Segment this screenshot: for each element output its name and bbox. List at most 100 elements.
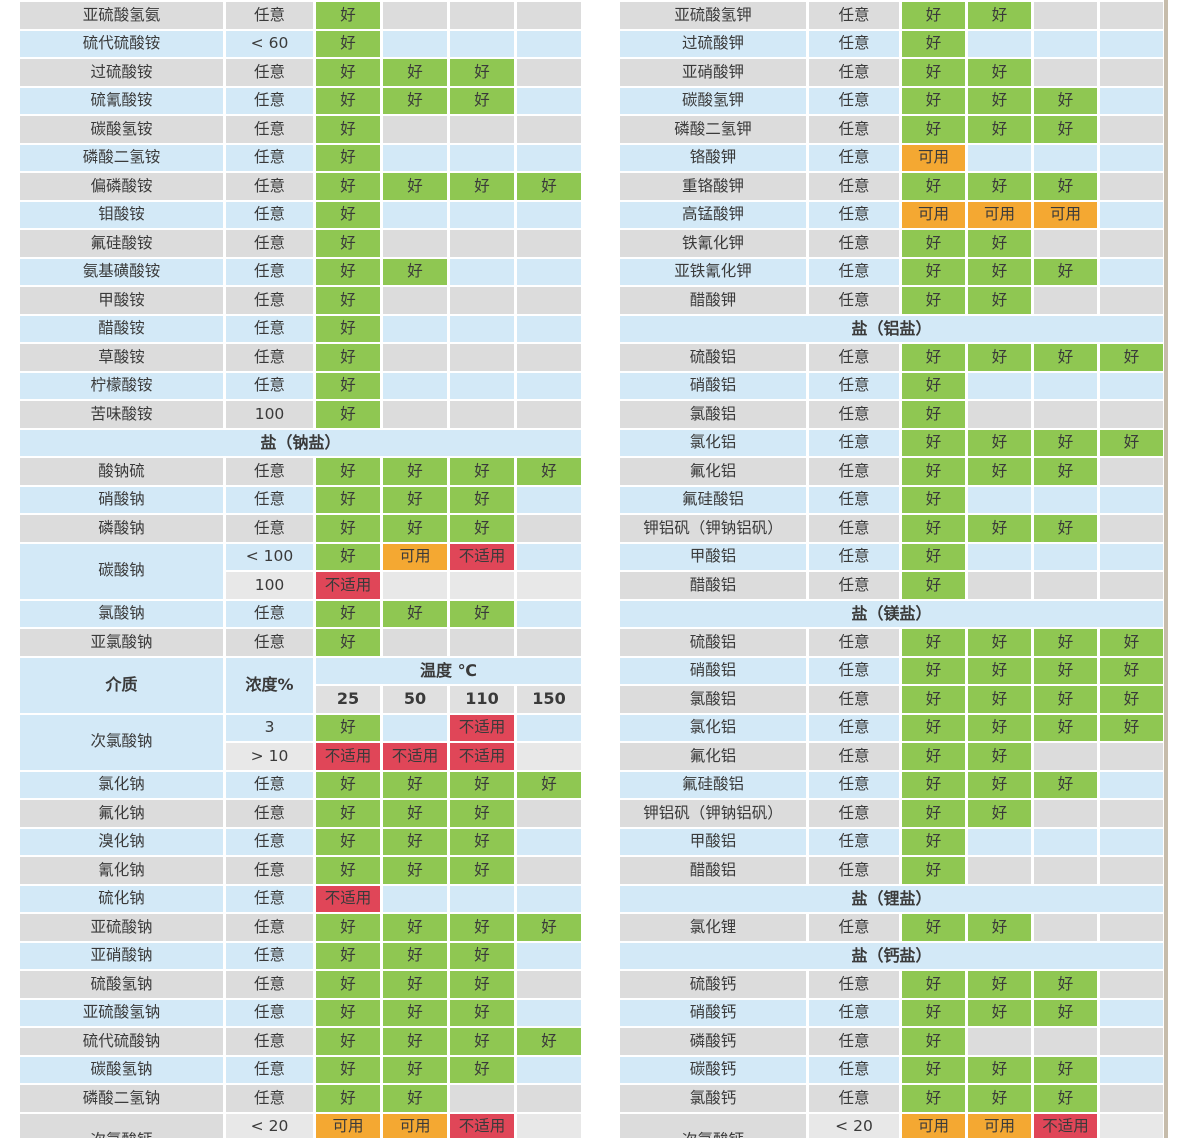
status-cell-empty bbox=[1034, 144, 1097, 171]
section-row: 盐（锂盐） bbox=[620, 885, 1163, 912]
medium-cell: 次氯酸钠 bbox=[20, 714, 223, 770]
medium-cell: 亚硫酸氢氨 bbox=[20, 2, 223, 29]
status-cell: 好 bbox=[968, 657, 1031, 684]
medium-cell: 过硫酸铵 bbox=[20, 59, 223, 86]
concentration-cell: 任意 bbox=[809, 372, 899, 399]
status-cell-empty bbox=[450, 401, 514, 428]
concentration-cell: 任意 bbox=[226, 1028, 313, 1055]
status-cell: 好 bbox=[383, 942, 447, 969]
table-row: 硝酸铝 任意好 bbox=[620, 372, 1163, 399]
status-cell: 好 bbox=[383, 857, 447, 884]
concentration-cell: 任意 bbox=[809, 1085, 899, 1112]
concentration-header-cell: 浓度% bbox=[226, 657, 313, 713]
concentration-cell: 任意 bbox=[809, 458, 899, 485]
medium-cell: 氟化铝 bbox=[620, 743, 806, 770]
temperature-value-cell: 25 bbox=[316, 686, 380, 713]
status-cell-empty bbox=[1100, 30, 1163, 57]
concentration-cell: 任意 bbox=[226, 828, 313, 855]
status-cell: 好 bbox=[450, 857, 514, 884]
status-cell: 好 bbox=[316, 971, 380, 998]
concentration-cell: 任意 bbox=[226, 942, 313, 969]
status-cell-empty bbox=[1100, 258, 1163, 285]
status-cell: 好 bbox=[450, 1056, 514, 1083]
status-cell: 好 bbox=[902, 714, 965, 741]
status-cell: 不适用 bbox=[383, 743, 447, 770]
status-cell-empty bbox=[517, 629, 581, 656]
concentration-cell: 任意 bbox=[226, 629, 313, 656]
status-cell: 好 bbox=[1100, 429, 1163, 456]
status-cell-empty bbox=[517, 230, 581, 257]
status-cell: 好 bbox=[968, 230, 1031, 257]
table-row: 磷酸二氢钠 任意好好 bbox=[20, 1085, 581, 1112]
medium-cell: 铬酸钾 bbox=[620, 144, 806, 171]
status-cell: 好 bbox=[383, 258, 447, 285]
status-cell: 好 bbox=[902, 686, 965, 713]
status-cell-empty bbox=[517, 800, 581, 827]
status-cell: 不适用 bbox=[316, 572, 380, 599]
temperature-value-cell: 150 bbox=[517, 686, 581, 713]
status-cell: 好 bbox=[450, 971, 514, 998]
status-cell: 可用 bbox=[383, 543, 447, 570]
status-cell: 好 bbox=[902, 429, 965, 456]
medium-cell: 硫酸铝 bbox=[620, 629, 806, 656]
status-cell: 好 bbox=[1100, 629, 1163, 656]
status-cell: 好 bbox=[450, 600, 514, 627]
concentration-cell: 任意 bbox=[809, 344, 899, 371]
medium-header-cell: 介质 bbox=[20, 657, 223, 713]
status-cell: 好 bbox=[968, 714, 1031, 741]
status-cell: 好 bbox=[383, 515, 447, 542]
status-cell-empty bbox=[450, 344, 514, 371]
table-row: 柠檬酸铵 任意好 bbox=[20, 372, 581, 399]
status-cell-empty bbox=[517, 344, 581, 371]
status-cell: 好 bbox=[1034, 1085, 1097, 1112]
status-cell: 可用 bbox=[902, 144, 965, 171]
status-cell: 好 bbox=[1034, 458, 1097, 485]
medium-cell: 硫氰酸铵 bbox=[20, 87, 223, 114]
status-cell: 好 bbox=[517, 458, 581, 485]
table-row: 钼酸铵 任意好 bbox=[20, 201, 581, 228]
table-row: 氟硅酸铝 任意好 bbox=[620, 486, 1163, 513]
status-cell: 好 bbox=[902, 116, 965, 143]
status-cell-empty bbox=[1034, 572, 1097, 599]
status-cell: 好 bbox=[316, 458, 380, 485]
medium-cell: 氯酸钙 bbox=[620, 1085, 806, 1112]
table-row: 醋酸铵 任意好 bbox=[20, 315, 581, 342]
medium-cell: 氯化铝 bbox=[620, 714, 806, 741]
concentration-cell: > 10 bbox=[226, 743, 313, 770]
status-cell: 好 bbox=[968, 629, 1031, 656]
concentration-cell: 任意 bbox=[226, 486, 313, 513]
status-cell-empty bbox=[1100, 2, 1163, 29]
table-row: 铬酸钾 任意 可用 bbox=[620, 144, 1163, 171]
table-row: 氟化铝 任意好好 bbox=[620, 743, 1163, 770]
table-row: 醋酸铝 任意好 bbox=[620, 857, 1163, 884]
status-cell: 好 bbox=[383, 486, 447, 513]
status-cell-empty bbox=[1034, 743, 1097, 770]
concentration-cell: 任意 bbox=[226, 372, 313, 399]
medium-cell: 硝酸钙 bbox=[620, 999, 806, 1026]
concentration-cell: 任意 bbox=[809, 743, 899, 770]
table-row: 氨基磺酸铵 任意好好 bbox=[20, 258, 581, 285]
status-cell-empty bbox=[450, 372, 514, 399]
status-cell: 好 bbox=[902, 30, 965, 57]
merged-table-row: 次氯酸钠 3 好不适用 > 10 不适用 不适用 不适用 bbox=[20, 714, 581, 770]
status-cell-empty bbox=[517, 572, 581, 599]
status-cell-empty bbox=[968, 372, 1031, 399]
concentration-cell: < 60 bbox=[226, 30, 313, 57]
status-cell-empty bbox=[450, 287, 514, 314]
status-cell: 好 bbox=[316, 914, 380, 941]
table-row: 亚硫酸氢氨 任意好 bbox=[20, 2, 581, 29]
status-cell: 好 bbox=[968, 686, 1031, 713]
concentration-cell: 任意 bbox=[809, 515, 899, 542]
concentration-cell: < 20 bbox=[809, 1113, 899, 1138]
concentration-cell: 任意 bbox=[809, 629, 899, 656]
status-cell: 好 bbox=[1034, 686, 1097, 713]
status-cell-empty bbox=[383, 401, 447, 428]
table-row: 亚硫酸钠 任意好好好好 bbox=[20, 914, 581, 941]
medium-cell: 磷酸二氢钠 bbox=[20, 1085, 223, 1112]
medium-cell: 氯酸钠 bbox=[20, 600, 223, 627]
status-cell-empty bbox=[383, 230, 447, 257]
status-cell-empty bbox=[968, 486, 1031, 513]
table-row: 磷酸钙 任意好 bbox=[620, 1028, 1163, 1055]
concentration-cell: 任意 bbox=[226, 800, 313, 827]
